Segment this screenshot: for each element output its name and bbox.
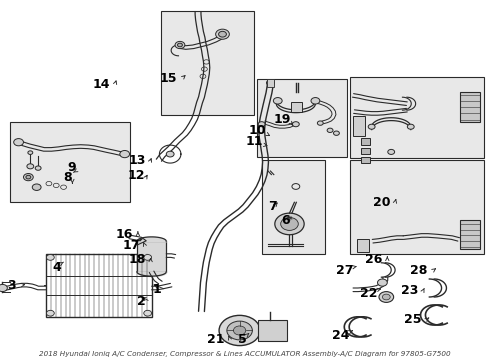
Circle shape <box>177 43 182 47</box>
Circle shape <box>407 124 413 129</box>
Circle shape <box>377 279 386 286</box>
Text: 3: 3 <box>7 279 16 292</box>
Bar <box>256 79 346 157</box>
Circle shape <box>317 121 323 125</box>
Circle shape <box>226 321 252 340</box>
Text: 9: 9 <box>67 161 76 174</box>
Circle shape <box>120 150 129 158</box>
Circle shape <box>14 139 23 146</box>
Circle shape <box>215 29 229 39</box>
Circle shape <box>310 98 319 104</box>
Circle shape <box>333 131 339 135</box>
Circle shape <box>27 164 34 169</box>
Text: 22: 22 <box>359 287 377 300</box>
Circle shape <box>23 174 33 181</box>
Text: 17: 17 <box>122 239 140 252</box>
Text: 18: 18 <box>128 253 145 266</box>
Bar <box>349 160 483 254</box>
Text: 7: 7 <box>267 201 276 213</box>
Text: 2018 Hyundai Ioniq A/C Condenser, Compressor & Lines ACCUMULATOR Assembly-A/C Di: 2018 Hyundai Ioniq A/C Condenser, Compre… <box>39 351 449 357</box>
Circle shape <box>46 255 54 260</box>
Bar <box>10 122 129 202</box>
Bar <box>161 11 254 115</box>
Circle shape <box>233 326 245 335</box>
Circle shape <box>266 80 274 86</box>
Text: 15: 15 <box>159 72 177 85</box>
Bar <box>349 77 483 158</box>
Bar <box>46 254 151 317</box>
Bar <box>257 320 286 341</box>
Bar <box>352 116 365 136</box>
Circle shape <box>273 98 282 104</box>
Bar <box>261 160 325 254</box>
Circle shape <box>175 41 184 49</box>
Text: 4: 4 <box>52 261 61 274</box>
Text: 23: 23 <box>400 284 417 297</box>
Text: 8: 8 <box>63 171 72 184</box>
Bar <box>459 92 479 122</box>
Circle shape <box>326 128 332 132</box>
Text: 28: 28 <box>409 264 427 277</box>
Bar <box>266 79 274 87</box>
Circle shape <box>258 122 264 127</box>
Bar <box>356 239 368 252</box>
Circle shape <box>292 122 299 127</box>
Bar <box>360 148 369 154</box>
Circle shape <box>143 255 151 260</box>
Circle shape <box>382 294 389 300</box>
Bar <box>290 102 301 112</box>
Circle shape <box>219 315 260 346</box>
Bar <box>360 138 369 145</box>
Text: 25: 25 <box>403 313 421 326</box>
Circle shape <box>387 149 394 154</box>
Circle shape <box>0 284 7 292</box>
Text: 2: 2 <box>137 295 145 308</box>
Circle shape <box>35 166 41 170</box>
Text: 11: 11 <box>245 135 263 148</box>
Text: 20: 20 <box>372 196 389 209</box>
Text: 6: 6 <box>280 214 289 227</box>
Text: 13: 13 <box>128 154 145 167</box>
Text: 24: 24 <box>331 329 349 342</box>
Text: 27: 27 <box>335 264 352 277</box>
Text: 5: 5 <box>237 333 246 346</box>
Circle shape <box>26 175 31 179</box>
Circle shape <box>143 310 151 316</box>
Text: 12: 12 <box>127 169 144 182</box>
Circle shape <box>218 31 226 37</box>
Circle shape <box>28 151 33 154</box>
Circle shape <box>378 292 393 302</box>
Circle shape <box>32 184 41 190</box>
Bar <box>459 220 479 249</box>
Text: 19: 19 <box>273 113 290 126</box>
Text: 1: 1 <box>152 283 161 296</box>
Text: 21: 21 <box>207 333 224 346</box>
Text: 10: 10 <box>248 124 266 137</box>
Text: 14: 14 <box>92 78 110 91</box>
Circle shape <box>166 151 174 157</box>
Circle shape <box>274 213 304 235</box>
Circle shape <box>367 124 374 129</box>
Text: 26: 26 <box>364 253 382 266</box>
Bar <box>360 157 369 163</box>
Text: 16: 16 <box>115 228 133 241</box>
Circle shape <box>280 217 298 230</box>
Bar <box>137 241 166 272</box>
Circle shape <box>46 310 54 316</box>
